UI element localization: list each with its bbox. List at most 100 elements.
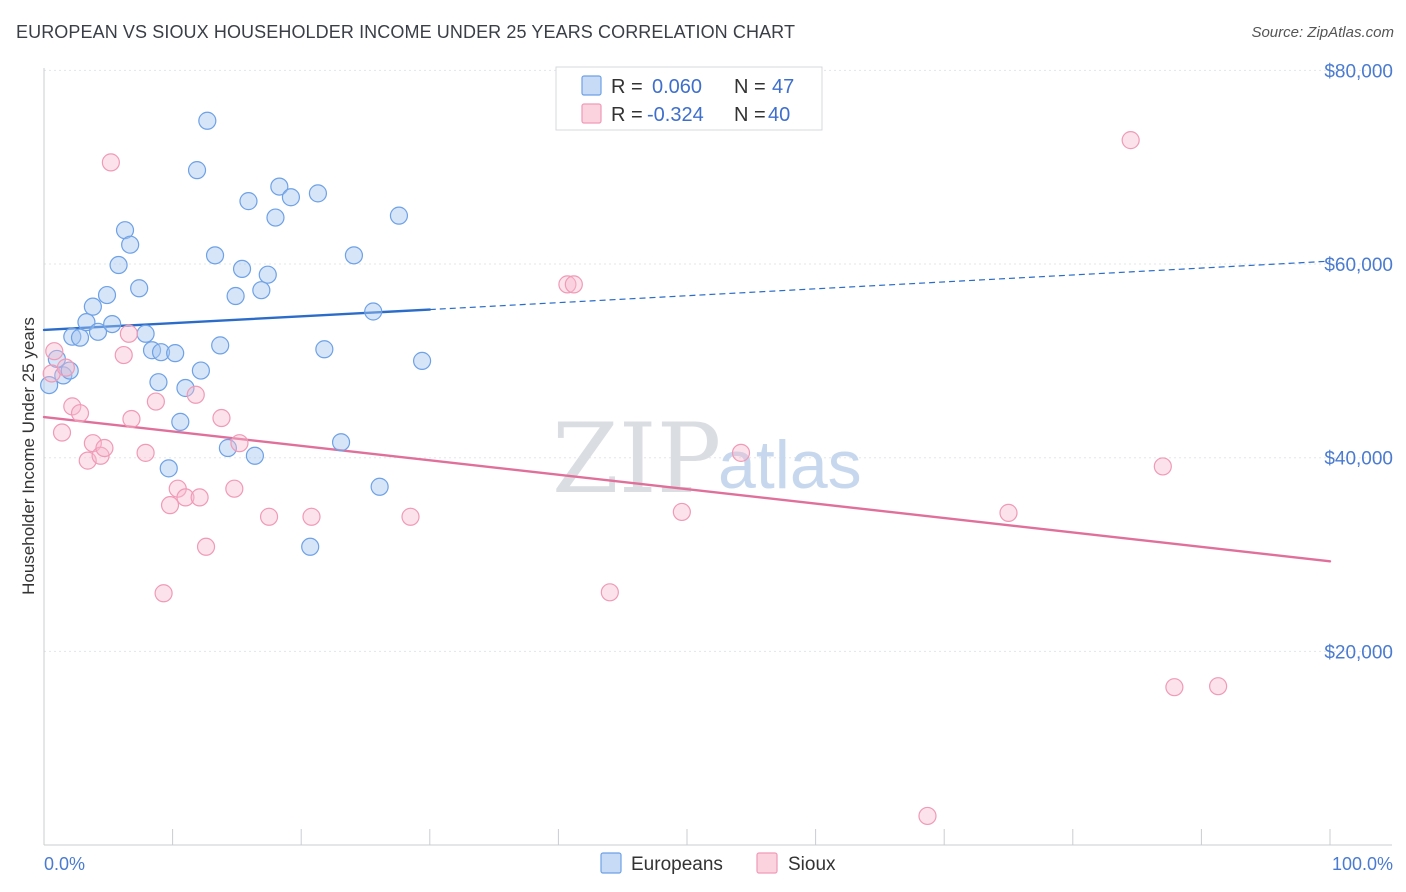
trend-lines — [42, 260, 1332, 563]
trend-line-extension-europeans — [429, 260, 1331, 311]
europeans-point-8 — [88, 322, 108, 341]
europeans-point-23 — [187, 161, 207, 180]
europeans-point-7 — [83, 297, 102, 316]
sioux-point-13 — [122, 409, 141, 429]
europeans-point-13 — [121, 235, 140, 254]
watermark-atlas: atlas — [718, 427, 862, 503]
europeans-point-20 — [166, 344, 185, 363]
source-credit: Source: ZipAtlas.com — [1251, 24, 1394, 41]
y-tick-label-0: $20,000 — [1324, 642, 1393, 663]
legend-n-label-sioux: N = — [734, 104, 766, 126]
europeans-point-10 — [103, 314, 122, 334]
legend-r-label-europeans: R = — [611, 76, 643, 98]
europeans-point-40 — [315, 340, 334, 359]
x-tick-label-max: 100.0% — [1332, 854, 1393, 874]
sioux-point-10 — [101, 153, 120, 172]
europeans-point-28 — [218, 438, 237, 458]
sioux-point-15 — [146, 392, 165, 411]
bottom-legend-label-europeans: Europeans — [631, 854, 723, 875]
europeans-point-36 — [270, 177, 289, 196]
europeans-point-46 — [412, 351, 432, 370]
gridlines — [44, 69, 1392, 652]
y-axis-title: Householder Income Under 25 years — [19, 317, 38, 595]
sioux-point-21 — [190, 488, 209, 507]
sioux-point-39 — [1209, 677, 1228, 696]
europeans-point-18 — [151, 343, 171, 362]
sioux-point-29 — [558, 275, 577, 294]
axes — [43, 68, 1392, 846]
legend-n-label-europeans: N = — [734, 76, 766, 98]
sioux-point-1 — [45, 342, 64, 361]
sioux-points — [42, 131, 1228, 826]
legend-top: R = 0.060 N = 47 R = -0.324 N = 40 — [555, 66, 823, 131]
sioux-point-24 — [225, 479, 244, 498]
sioux-point-30 — [564, 275, 583, 294]
x-ticks — [43, 829, 1331, 845]
sioux-point-16 — [154, 584, 173, 603]
sioux-point-4 — [63, 397, 82, 416]
trend-line-sioux — [42, 415, 1332, 563]
sioux-point-36 — [1121, 131, 1140, 150]
x-tick-label-min: 0.0% — [44, 854, 85, 874]
europeans-point-4 — [63, 327, 82, 346]
chart-title: EUROPEAN VS SIOUX HOUSEHOLDER INCOME UND… — [16, 22, 796, 42]
europeans-point-43 — [364, 302, 383, 321]
sioux-point-35 — [999, 503, 1018, 522]
sioux-point-9 — [95, 438, 114, 458]
sioux-point-3 — [56, 358, 75, 377]
europeans-point-39 — [308, 184, 328, 203]
europeans-point-15 — [136, 324, 155, 343]
sioux-point-26 — [259, 507, 279, 526]
europeans-point-9 — [97, 285, 117, 305]
europeans-point-22 — [176, 378, 195, 398]
legend-r-label-sioux: R = — [611, 104, 643, 126]
y-tick-label-1: $40,000 — [1324, 449, 1393, 470]
europeans-point-42 — [344, 246, 364, 265]
europeans-point-41 — [331, 433, 351, 452]
europeans-point-27 — [211, 336, 230, 355]
europeans-point-33 — [252, 281, 271, 300]
europeans-point-14 — [130, 279, 149, 298]
y-tick-label-2: $60,000 — [1324, 255, 1393, 276]
europeans-points — [40, 111, 432, 556]
bottom-legend-swatch-sioux — [756, 852, 778, 874]
europeans-point-35 — [266, 208, 285, 227]
europeans-point-37 — [281, 188, 301, 207]
sioux-point-17 — [160, 496, 180, 515]
sioux-point-33 — [731, 443, 751, 462]
sioux-point-14 — [136, 443, 155, 462]
europeans-point-29 — [226, 286, 245, 306]
sioux-point-34 — [918, 806, 937, 826]
legend-bottom: Europeans Sioux — [600, 852, 836, 875]
europeans-point-45 — [389, 206, 409, 225]
legend-r-value-europeans: 0.060 — [652, 76, 702, 98]
europeans-point-21 — [171, 412, 190, 431]
europeans-point-31 — [239, 192, 258, 211]
europeans-point-24 — [191, 361, 210, 380]
sioux-point-27 — [302, 507, 321, 526]
y-tick-labels: $20,000 $40,000 $60,000 $80,000 — [1324, 61, 1393, 663]
europeans-point-11 — [109, 255, 128, 275]
europeans-point-30 — [232, 259, 252, 278]
sioux-point-23 — [212, 408, 231, 428]
europeans-point-44 — [370, 477, 389, 496]
sioux-point-12 — [119, 324, 138, 343]
sioux-point-37 — [1153, 457, 1172, 476]
legend-n-value-sioux: 40 — [768, 104, 790, 126]
sioux-point-32 — [672, 502, 691, 522]
europeans-point-5 — [70, 328, 90, 347]
europeans-point-26 — [205, 246, 225, 265]
y-tick-label-3: $80,000 — [1324, 61, 1393, 82]
bottom-legend-swatch-europeans — [600, 852, 622, 874]
legend-r-value-sioux: -0.324 — [647, 104, 704, 126]
trend-line-europeans — [42, 308, 431, 332]
sioux-point-25 — [230, 434, 249, 453]
legend-n-value-europeans: 47 — [772, 76, 794, 98]
bottom-legend-label-sioux: Sioux — [788, 854, 836, 875]
sioux-point-5 — [70, 404, 90, 423]
sioux-point-20 — [186, 385, 205, 404]
europeans-point-38 — [301, 537, 320, 556]
europeans-point-34 — [258, 265, 277, 284]
europeans-point-25 — [198, 111, 217, 130]
